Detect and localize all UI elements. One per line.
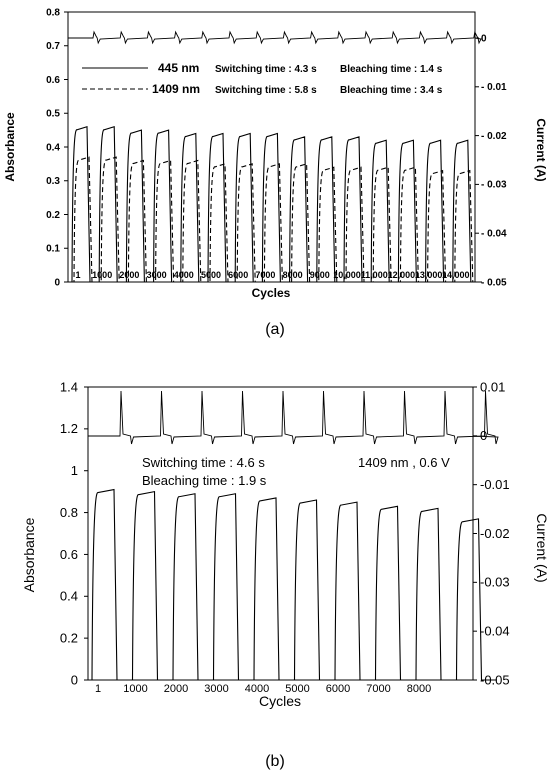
x-tick-label: 5000 bbox=[201, 270, 221, 280]
series-1409-nm bbox=[71, 156, 482, 283]
y-tick-label: 0.8 bbox=[46, 7, 60, 18]
x-tick-label: 9000 bbox=[310, 270, 330, 280]
chart-b-x-label: Cycles bbox=[259, 693, 301, 709]
annotation-b-bleaching: Bleaching time : 1.9 s bbox=[142, 473, 267, 488]
legend-a-2-wavelength: 1409 nm bbox=[152, 82, 200, 96]
y-tick-label: 0.4 bbox=[60, 589, 78, 604]
y-tick-label: 1 bbox=[71, 463, 78, 478]
chart-b-current-series bbox=[88, 390, 499, 445]
chart-b-plot-frame bbox=[87, 386, 474, 681]
series-445-nm bbox=[69, 126, 480, 283]
x-tick-label: 3000 bbox=[147, 270, 167, 280]
y2-tick-label: - 0.05 bbox=[481, 277, 507, 288]
chart-b-y2-label: Current (A) bbox=[534, 513, 550, 582]
chart-a-x-axis: 1 1000 2000 3000 4000 5000 6000 7000 8000 9000 10,… bbox=[75, 270, 469, 280]
y2-tick-label: -0.02 bbox=[480, 526, 510, 541]
x-tick-label: 1 bbox=[95, 683, 101, 695]
chart-a-x-label: Cycles bbox=[252, 286, 291, 300]
x-tick-label: 5000 bbox=[285, 683, 309, 695]
x-tick-label: 7000 bbox=[255, 270, 275, 280]
x-tick-label: 14,000 bbox=[442, 270, 470, 280]
x-tick-label: 3000 bbox=[204, 683, 228, 695]
x-tick-label: 8000 bbox=[283, 270, 303, 280]
x-tick-label: 7000 bbox=[366, 683, 390, 695]
x-tick-label: 13,000 bbox=[415, 270, 443, 280]
x-tick-label: 8000 bbox=[407, 683, 431, 695]
y-tick-label: 0.7 bbox=[46, 41, 60, 52]
series-current bbox=[88, 390, 499, 445]
x-tick-label: 4000 bbox=[245, 683, 269, 695]
x-tick-label: 4000 bbox=[174, 270, 194, 280]
y-tick-label: 0.1 bbox=[46, 244, 60, 255]
chart-a-y-label: Absorbance bbox=[3, 112, 17, 182]
y2-tick-label: -0.01 bbox=[480, 477, 510, 492]
x-tick-label: 1000 bbox=[123, 683, 147, 695]
y2-tick-label: - 0.01 bbox=[481, 82, 507, 93]
figure-label-b: (b) bbox=[265, 753, 285, 770]
chart-b: 0 0.2 0.4 0.6 0.8 1 1.2 1.4 0.01 0 -0.01 -0.02 -0.0… bbox=[21, 379, 550, 709]
x-tick-label: 2000 bbox=[119, 270, 139, 280]
x-tick-label: 12,000 bbox=[388, 270, 416, 280]
x-tick-label: 6000 bbox=[228, 270, 248, 280]
legend-a-2-bleaching: Bleaching time : 3.4 s bbox=[340, 85, 443, 96]
chart-a-current-series bbox=[68, 30, 482, 45]
chart-a-y2-axis: 0 - 0.01 - 0.02 - 0.03 - 0.04 - 0.05 bbox=[475, 33, 507, 288]
y-tick-label: 0.6 bbox=[60, 547, 78, 562]
y2-tick-label: 0 bbox=[481, 33, 487, 44]
chart-a-y-axis: 0 0.1 0.2 0.3 0.4 0.5 0.6 0.7 0.8 bbox=[46, 7, 68, 288]
series-current bbox=[68, 30, 482, 45]
figure-label-a: (a) bbox=[265, 321, 285, 338]
y-tick-label: 0.4 bbox=[46, 142, 60, 153]
y-tick-label: 0 bbox=[54, 277, 60, 288]
chart-b-y-label: Absorbance bbox=[21, 517, 37, 592]
x-tick-label: 2000 bbox=[164, 683, 188, 695]
x-tick-label: 1000 bbox=[92, 270, 112, 280]
y2-tick-label: - 0.03 bbox=[481, 180, 507, 191]
y-tick-label: 0.2 bbox=[60, 630, 78, 645]
legend-a-1-wavelength: 445 nm bbox=[158, 61, 199, 75]
chart-b-y2-axis: 0.010-0.01-0.02-0.03-0.04-0.05 bbox=[473, 379, 510, 687]
chart-b-y-axis: 0 0.2 0.4 0.6 0.8 1 1.2 1.4 bbox=[60, 379, 88, 687]
chart-a-y2-label: Current (A) bbox=[534, 118, 548, 181]
chart-a: 0 0.1 0.2 0.3 0.4 0.5 0.6 0.7 0.8 0 - 0.01 - 0.02 -… bbox=[3, 7, 548, 300]
chart-b-absorbance-series bbox=[89, 488, 497, 681]
annotation-b-condition: 1409 nm , 0.6 V bbox=[358, 455, 450, 470]
y-tick-label: 0.3 bbox=[46, 176, 60, 187]
y-tick-label: 0.6 bbox=[46, 75, 60, 86]
x-tick-label: 11,000 bbox=[361, 270, 388, 280]
x-tick-label: 10,000 bbox=[333, 270, 361, 280]
y2-tick-label: -0.04 bbox=[480, 624, 510, 639]
y-tick-label: 0.2 bbox=[46, 210, 60, 221]
y2-tick-label: -0.03 bbox=[480, 575, 510, 590]
y-tick-label: 0.8 bbox=[60, 505, 78, 520]
y-tick-label: 1.4 bbox=[60, 379, 78, 394]
y-tick-label: 1.2 bbox=[60, 421, 78, 436]
y2-tick-label: 0.01 bbox=[480, 379, 505, 394]
x-tick-label: 1 bbox=[75, 270, 80, 280]
series-1409-nm bbox=[89, 488, 497, 681]
y2-tick-label: - 0.02 bbox=[481, 131, 507, 142]
chart-b-x-axis: 1 1000 2000 3000 4000 5000 6000 7000 8000 bbox=[95, 683, 431, 695]
legend-a-1-switching: Switching time : 4.3 s bbox=[215, 64, 317, 75]
annotation-b-switching: Switching time : 4.6 s bbox=[142, 455, 265, 470]
chart-a-absorbance-series bbox=[69, 126, 482, 283]
y-tick-label: 0.5 bbox=[46, 109, 60, 120]
legend-a-1-bleaching: Bleaching time : 1.4 s bbox=[340, 64, 443, 75]
y2-tick-label: - 0.04 bbox=[481, 229, 507, 240]
x-tick-label: 6000 bbox=[326, 683, 350, 695]
y-tick-label: 0 bbox=[71, 672, 78, 687]
legend-a-2-switching: Switching time : 5.8 s bbox=[215, 85, 317, 96]
